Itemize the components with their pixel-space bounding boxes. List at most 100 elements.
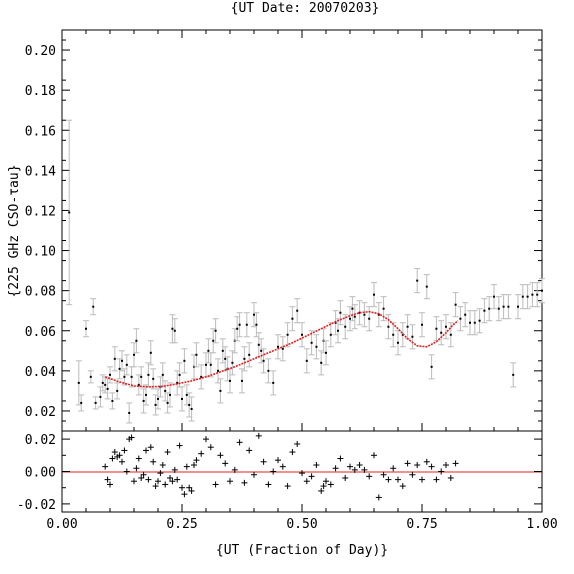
data-point [291, 317, 294, 320]
residual-point [332, 465, 339, 472]
y-tick-label: 0.14 [25, 164, 56, 179]
data-point [231, 361, 234, 364]
data-point [397, 341, 399, 344]
residual-point [251, 471, 257, 478]
data-point [99, 395, 102, 398]
y-axis-label: {225 GHz CSO-τau} [7, 164, 22, 297]
residual-point [246, 447, 253, 454]
data-point [325, 351, 327, 354]
data-point [421, 323, 423, 326]
y-tick-label: 0.12 [25, 204, 56, 219]
residual-point [390, 465, 397, 472]
data-point [183, 359, 186, 362]
data-point [133, 353, 135, 356]
data-point [445, 325, 447, 328]
residual-point [198, 450, 205, 457]
residual-point [351, 466, 358, 473]
residual-point [241, 479, 248, 486]
residual-point [133, 465, 140, 472]
residual-point [157, 470, 164, 477]
data-point [382, 307, 385, 310]
data-point [173, 329, 176, 332]
x-tick-label: 0.75 [406, 517, 437, 532]
data-point [334, 321, 337, 324]
residual-point [303, 478, 310, 485]
y-tick-label: 0.06 [25, 325, 56, 340]
data-point [497, 307, 500, 310]
data-point [195, 353, 198, 356]
data-point [245, 323, 248, 326]
data-point [169, 393, 171, 396]
data-point [272, 381, 275, 384]
data-point [94, 401, 97, 404]
data-point [217, 369, 219, 372]
data-point [130, 375, 133, 378]
residual-point [327, 481, 334, 488]
data-point [135, 339, 138, 342]
data-point [224, 357, 227, 360]
data-point [262, 359, 265, 362]
residual-point [380, 471, 387, 478]
data-point [161, 373, 164, 376]
data-point [221, 349, 224, 352]
data-point [212, 339, 215, 342]
fit-curve-line [104, 310, 459, 388]
residual-point [361, 466, 368, 473]
residual-point [207, 444, 214, 451]
x-tick-label: 0.00 [46, 517, 77, 532]
residual-point [433, 476, 440, 483]
residual-point [342, 474, 349, 481]
data-point [154, 403, 157, 406]
data-point [166, 401, 169, 404]
data-point [238, 323, 241, 326]
residual-point [279, 463, 286, 470]
residual-point [162, 481, 169, 488]
residual-point [186, 484, 193, 491]
residual-point [375, 494, 382, 501]
residual-point [109, 455, 116, 462]
data-point [349, 317, 351, 320]
data-point [478, 319, 481, 322]
data-point [229, 379, 231, 382]
data-point [526, 295, 529, 298]
residual-point [275, 457, 281, 464]
data-point [101, 381, 104, 384]
residual-point [159, 462, 166, 469]
data-point [512, 373, 515, 376]
data-point [92, 305, 95, 308]
data-point [531, 293, 534, 296]
data-point [373, 293, 375, 296]
y-tick-label: 0.20 [25, 44, 56, 59]
residual-point [193, 457, 200, 464]
residual-axis-ticks: 0.02 0.00 -0.02 [17, 433, 542, 513]
residual-point [191, 462, 197, 469]
data-point [507, 305, 510, 308]
residual-point [217, 452, 224, 459]
data-point [430, 365, 433, 368]
residual-point [419, 476, 425, 483]
residual-point [395, 476, 401, 483]
residual-point [289, 449, 296, 456]
residual-point [308, 473, 315, 480]
data-point [440, 331, 443, 334]
x-tick-label: 1.00 [526, 517, 557, 532]
data-point [344, 325, 347, 328]
data-point [286, 333, 289, 336]
data-point [329, 333, 332, 336]
residual-point [135, 455, 142, 462]
residual-point [299, 470, 305, 477]
residual-point [111, 449, 118, 456]
y-tick-label: 0.04 [25, 365, 56, 380]
data-point [68, 211, 71, 214]
data-point [488, 307, 491, 310]
data-point [454, 303, 457, 306]
data-point [142, 399, 145, 402]
residual-point [104, 476, 111, 483]
residual-point [255, 432, 262, 439]
data-point [205, 363, 207, 366]
data-point [296, 309, 299, 312]
data-point [368, 317, 371, 320]
residual-point [147, 444, 154, 451]
residual-point [284, 483, 291, 490]
data-point [339, 311, 342, 314]
